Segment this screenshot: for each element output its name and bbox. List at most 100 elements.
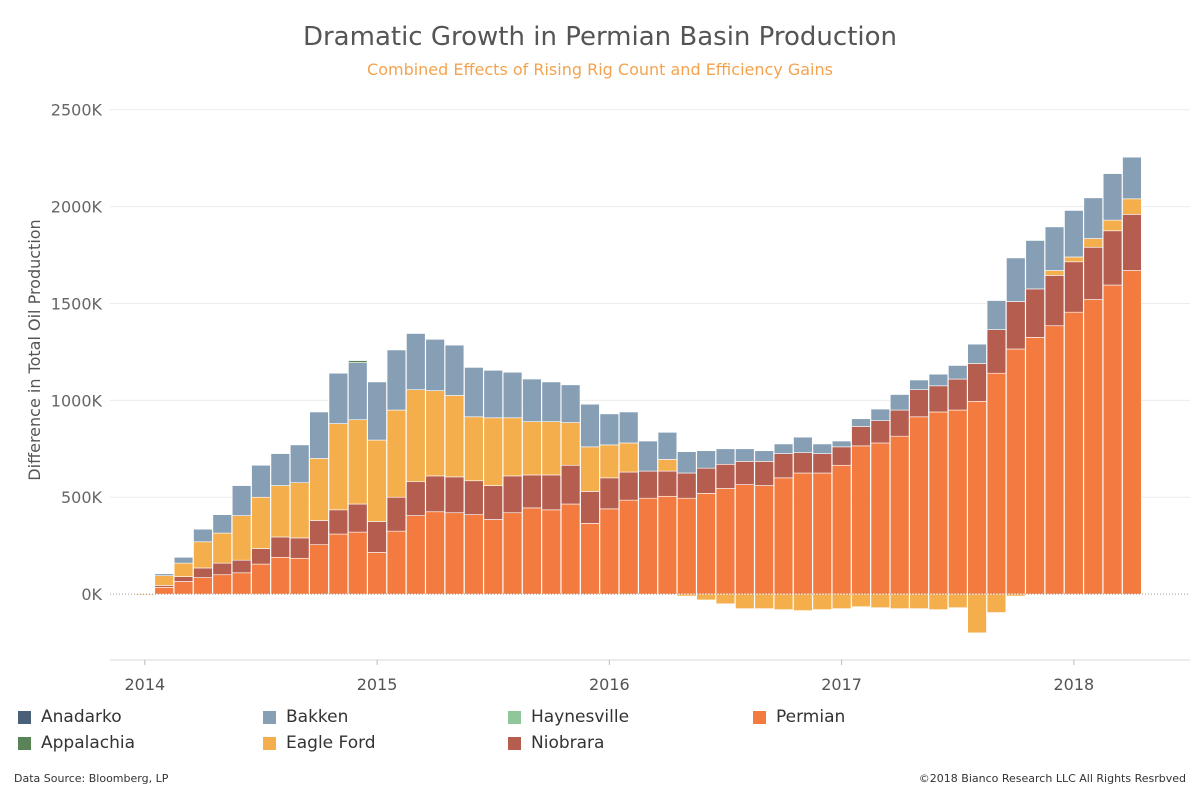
bar-segment-permian	[251, 563, 271, 595]
bar-segment-permian	[560, 503, 581, 595]
bar-segment-eagle-ford	[1122, 198, 1142, 215]
legend-item-eagle-ford: Eagle Ford	[263, 730, 376, 756]
legend-label: Niobrara	[531, 733, 605, 753]
bar-segment-permian	[1102, 284, 1123, 595]
legend-label: Haynesville	[531, 707, 630, 727]
bar-segment-bakken	[502, 371, 523, 419]
bar-segment-niobrara	[793, 452, 813, 474]
bar-segment-eagle-ford	[135, 593, 155, 596]
bar-segment-eagle-ford	[715, 593, 736, 605]
legend-label: Permian	[776, 707, 846, 727]
bar-segment-eagle-ford	[831, 593, 852, 609]
bar-segment-niobrara	[1083, 246, 1103, 300]
bar-segment-permian	[522, 507, 542, 595]
y-tick-label: 2000K	[51, 198, 103, 217]
bar-segment-permian	[1122, 270, 1142, 595]
bar-segment-permian	[735, 484, 755, 595]
bar-segment-permian	[657, 495, 678, 595]
bar-segment-bakken	[831, 440, 852, 448]
bar-segment-eagle-ford	[909, 593, 929, 609]
bar-segment-niobrara	[1025, 288, 1045, 338]
bar-segment-permian	[154, 587, 174, 595]
bar-segment-permian	[677, 497, 697, 595]
bar-segment-niobrara	[1064, 261, 1084, 313]
bar-segment-eagle-ford	[657, 459, 678, 472]
bar-segment-eagle-ford	[444, 395, 465, 478]
bar-segment-niobrara	[251, 548, 271, 565]
bar-segment-bakken	[522, 378, 542, 422]
bar-segment-permian	[290, 557, 310, 595]
bar-segment-permian	[502, 512, 523, 595]
bar-segment-eagle-ford	[851, 593, 871, 608]
bar-segment-bakken	[251, 464, 271, 498]
bar-segment-eagle-ford	[464, 416, 484, 482]
bar-segment-bakken	[444, 344, 465, 396]
y-tick-label: 1000K	[51, 391, 103, 410]
bar-segment-appalachia	[348, 360, 368, 363]
bar-segment-permian	[173, 581, 194, 595]
bar-segment-niobrara	[193, 567, 213, 578]
bar-segment-permian	[425, 511, 445, 595]
bar-segment-bakken	[638, 440, 658, 472]
bar-segment-eagle-ford	[986, 593, 1007, 613]
bar-segment-permian	[948, 409, 968, 595]
bar-segment-permian	[715, 488, 736, 595]
legend-swatch-niobrara	[508, 736, 521, 750]
legend-label: Bakken	[286, 707, 349, 727]
bar-segment-niobrara	[406, 481, 426, 516]
bar-segment-bakken	[1044, 226, 1065, 271]
bar-segment-niobrara	[231, 559, 252, 574]
bar-segment-permian	[638, 497, 658, 595]
bar-segment-niobrara	[851, 426, 871, 447]
bar-segment-bakken	[1122, 156, 1142, 200]
bar-segment-eagle-ford	[386, 409, 407, 498]
bar-segment-eagle-ford	[1083, 238, 1103, 248]
bar-segment-permian	[986, 372, 1007, 595]
bar-segment-permian	[967, 401, 987, 595]
bar-segment-permian	[696, 493, 716, 595]
bar-segment-permian	[889, 435, 910, 595]
bar-segment-eagle-ford	[948, 593, 968, 608]
bar-segment-permian	[231, 572, 252, 595]
bar-segment-eagle-ford	[522, 421, 542, 476]
bar-segment-bakken	[715, 448, 736, 465]
bar-segment-eagle-ford	[212, 532, 232, 564]
bar-segment-bakken	[1083, 197, 1103, 239]
bar-segment-permian	[193, 577, 213, 595]
bar-segment-niobrara	[444, 476, 465, 514]
legend-item-niobrara: Niobrara	[508, 730, 604, 756]
bar-segment-niobrara	[522, 474, 542, 509]
bar-segment-bakken	[1025, 240, 1045, 290]
bar-segment-eagle-ford	[309, 458, 329, 521]
bar-segment-niobrara	[270, 536, 290, 558]
bar-segment-eagle-ford	[251, 496, 271, 549]
bar-segment-eagle-ford	[1064, 256, 1084, 263]
bar-segment-permian	[406, 515, 426, 595]
legend-swatch-eagle-ford	[263, 736, 276, 750]
bar-segment-eagle-ford	[1006, 593, 1026, 597]
chart-title: Dramatic Growth in Permian Basin Product…	[302, 22, 898, 52]
bar-segment-eagle-ford	[231, 515, 252, 561]
bar-segment-permian	[831, 464, 852, 595]
bar-segment-bakken	[386, 349, 407, 411]
bar-segment-permian	[870, 442, 891, 595]
bar-segment-bakken	[1102, 173, 1123, 221]
data-source-note: Data Source: Bloomberg, LP	[14, 772, 169, 785]
bar-segment-eagle-ford	[889, 593, 910, 609]
x-tick-label: 2018	[1054, 675, 1095, 694]
bar-segment-permian	[444, 512, 465, 595]
bar-segment-eagle-ford	[599, 444, 620, 479]
bar-segment-bakken	[619, 411, 639, 444]
bar-segment-permian	[367, 552, 387, 595]
bar-segment-niobrara	[754, 461, 774, 486]
bar-segment-bakken	[406, 333, 426, 390]
bar-segment-niobrara	[560, 464, 581, 505]
bar-segment-bakken	[1064, 210, 1084, 258]
bar-segment-niobrara	[309, 520, 329, 546]
bar-segment-eagle-ford	[793, 593, 813, 611]
bar-segment-permian	[1025, 337, 1045, 595]
x-tick-label: 2017	[821, 675, 862, 694]
bar-segment-bakken	[948, 365, 968, 380]
bar-segment-eagle-ford	[406, 389, 426, 483]
bar-segment-eagle-ford	[425, 390, 445, 477]
